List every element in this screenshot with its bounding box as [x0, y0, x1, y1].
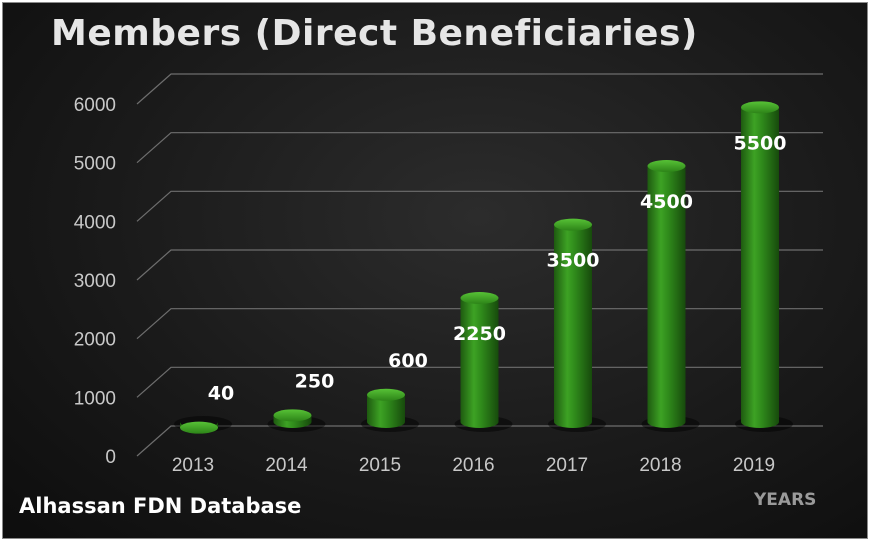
data-label: 2250 [453, 323, 506, 345]
gridline [136, 190, 823, 222]
data-label: 3500 [547, 250, 600, 272]
y-tick-label: 3000 [74, 271, 116, 292]
chart-plot: 0 1000 2000 3000 4000 5000 6000 2013 2014 2015 20… [74, 73, 823, 476]
y-tick-label: 4000 [74, 212, 116, 233]
bar-2014 [267, 409, 326, 432]
bar-2019 [735, 101, 793, 432]
x-tick-label: 2014 [265, 455, 308, 476]
bar-2013 [174, 416, 232, 434]
x-tick-label: 2016 [452, 455, 494, 476]
bar-2017 [548, 218, 606, 432]
x-tick-label: 2018 [639, 455, 681, 476]
data-label: 250 [295, 370, 335, 392]
gridline [136, 73, 823, 105]
y-tick-label: 2000 [74, 330, 116, 351]
x-tick-label: 2019 [733, 455, 775, 476]
y-tick-label: 5000 [74, 154, 116, 175]
source-label: Alhassan FDN Database [19, 494, 302, 518]
y-tick-label: 0 [105, 447, 116, 468]
data-label: 5500 [734, 132, 787, 154]
bar-2015 [361, 388, 419, 432]
y-tick-label: 6000 [74, 95, 116, 116]
bar-2016 [454, 292, 513, 432]
gridline [136, 425, 823, 457]
data-label: 40 [208, 383, 234, 405]
gridline [136, 366, 823, 398]
y-tick-label: 1000 [74, 388, 116, 409]
gridline [136, 308, 823, 340]
data-label: 4500 [640, 191, 693, 213]
gridline [136, 249, 823, 281]
x-tick-label: 2015 [359, 455, 401, 476]
gridline [136, 132, 823, 164]
chart-title: Members (Direct Beneficiaries) [51, 13, 698, 54]
x-tick-label: 2013 [172, 455, 214, 476]
x-axis-title: YEARS [754, 490, 817, 510]
x-tick-label: 2017 [546, 455, 588, 476]
data-label: 600 [388, 350, 428, 372]
bar-2018 [641, 160, 700, 432]
